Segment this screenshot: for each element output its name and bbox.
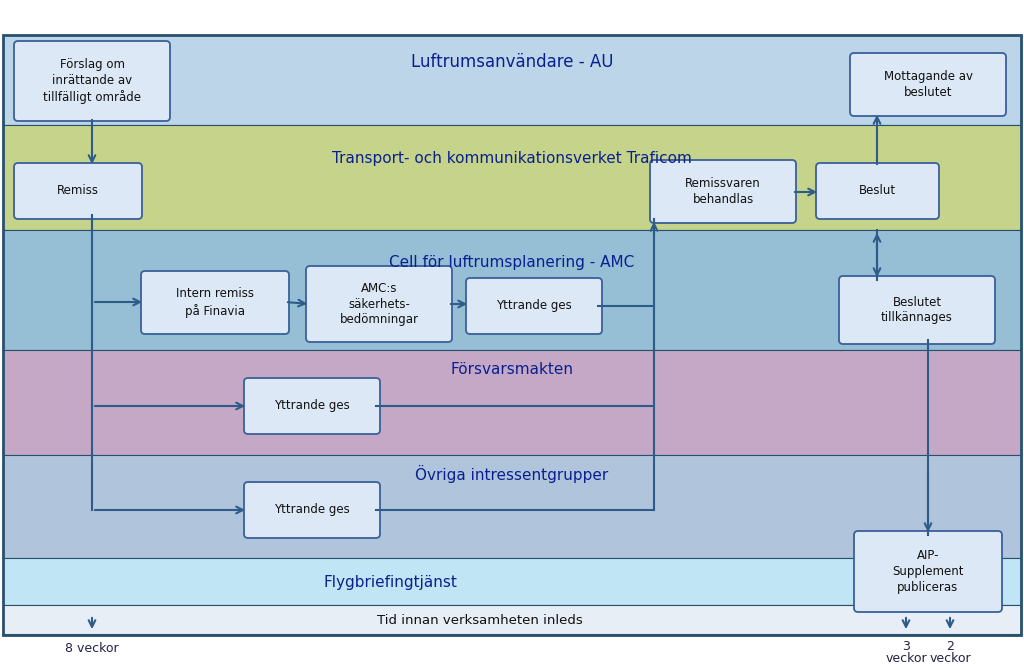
FancyBboxPatch shape [3,125,1021,230]
Text: AMC:s
säkerhets-
bedömningar: AMC:s säkerhets- bedömningar [340,281,419,326]
Text: Beslut: Beslut [859,184,896,198]
Text: veckor: veckor [929,651,971,665]
Text: Cell för luftrumsplanering - AMC: Cell för luftrumsplanering - AMC [389,255,635,269]
Text: veckor: veckor [885,651,927,665]
FancyBboxPatch shape [3,35,1021,125]
FancyBboxPatch shape [3,558,1021,605]
FancyBboxPatch shape [3,455,1021,558]
Text: Beslutet
tillkännages: Beslutet tillkännages [881,295,953,324]
Text: Remiss: Remiss [57,184,99,198]
FancyBboxPatch shape [306,266,452,342]
Text: Tid innan verksamheten inleds: Tid innan verksamheten inleds [377,614,583,626]
Text: Remissvaren
behandlas: Remissvaren behandlas [685,177,761,206]
FancyBboxPatch shape [14,41,170,121]
Text: Yttrande ges: Yttrande ges [274,399,350,413]
Text: AIP-
Supplement
publiceras: AIP- Supplement publiceras [892,549,964,594]
Text: Flygbriefingtjänst: Flygbriefingtjänst [323,574,457,590]
Text: Mottagande av
beslutet: Mottagande av beslutet [884,70,973,99]
FancyBboxPatch shape [141,271,289,334]
Text: Förslag om
inrättande av
tillfälligt område: Förslag om inrättande av tillfälligt omr… [43,58,141,104]
Text: Yttrande ges: Yttrande ges [274,503,350,517]
FancyBboxPatch shape [850,53,1006,116]
Text: Intern remiss
på Finavia: Intern remiss på Finavia [176,287,254,318]
Text: 8 veckor: 8 veckor [66,641,119,655]
FancyBboxPatch shape [816,163,939,219]
FancyBboxPatch shape [14,163,142,219]
FancyBboxPatch shape [650,160,796,223]
FancyBboxPatch shape [466,278,602,334]
FancyBboxPatch shape [244,378,380,434]
Text: 2: 2 [946,639,954,653]
Text: Luftrumsanvändare - AU: Luftrumsanvändare - AU [411,53,613,71]
FancyBboxPatch shape [3,605,1021,635]
FancyBboxPatch shape [854,531,1002,612]
FancyBboxPatch shape [244,482,380,538]
Text: Yttrande ges: Yttrande ges [496,299,571,312]
FancyBboxPatch shape [3,350,1021,455]
FancyBboxPatch shape [3,230,1021,350]
Text: Försvarsmakten: Försvarsmakten [451,362,573,377]
Text: Övriga intressentgrupper: Övriga intressentgrupper [416,465,608,483]
Text: 3: 3 [902,639,910,653]
FancyBboxPatch shape [839,276,995,344]
Text: Transport- och kommunikationsverket Traficom: Transport- och kommunikationsverket Traf… [332,151,692,165]
